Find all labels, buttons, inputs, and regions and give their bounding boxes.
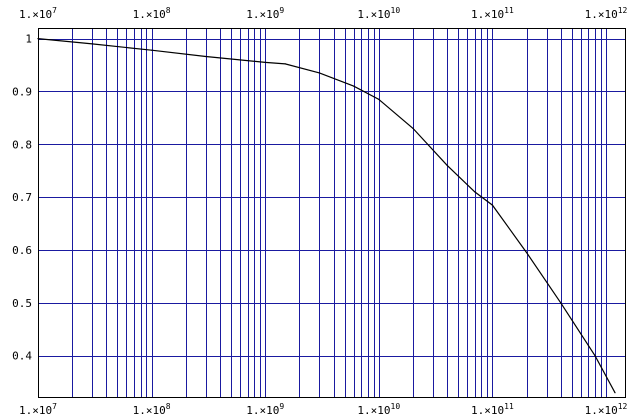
x-tick-label-top: 1.×1012 xyxy=(585,6,628,21)
x-tick-label-bottom: 1.×1011 xyxy=(471,402,514,417)
x-tick-label-bottom: 1.×1010 xyxy=(357,402,400,417)
plot-frame xyxy=(38,28,626,398)
y-tick-label: 0.9 xyxy=(12,85,32,98)
data-point xyxy=(474,191,476,193)
data-point xyxy=(37,38,39,40)
data-point xyxy=(378,98,380,100)
data-point xyxy=(284,63,286,65)
x-tick-label-bottom: 1.×1012 xyxy=(585,402,628,417)
y-tick-label: 0.8 xyxy=(12,138,32,151)
data-point xyxy=(318,72,320,74)
data-point xyxy=(353,85,355,87)
x-tick-label-top: 1.×1010 xyxy=(357,6,400,21)
data-point xyxy=(412,127,414,129)
data-point xyxy=(614,392,616,394)
x-tick-label-top: 1.×1011 xyxy=(471,6,514,21)
data-point xyxy=(446,164,448,166)
x-tick-label-bottom: 1.×107 xyxy=(19,402,57,417)
data-point xyxy=(560,302,562,304)
y-tick-label: 0.7 xyxy=(12,191,32,204)
x-tick-label-bottom: 1.×109 xyxy=(246,402,284,417)
y-tick-label: 0.6 xyxy=(12,244,32,257)
data-point xyxy=(594,355,596,357)
data-point xyxy=(151,49,153,51)
x-tick-label-bottom: 1.×108 xyxy=(133,402,171,417)
series xyxy=(37,38,616,394)
plot-border xyxy=(38,28,626,398)
data-point xyxy=(264,61,266,64)
tick-labels: 1.×107 1.×107 1.×108 1.×108 1.×109 1.×109 1.×1… xyxy=(12,6,627,417)
data-point xyxy=(526,252,528,254)
x-tick-label-top: 1.×109 xyxy=(246,6,284,21)
data-point xyxy=(491,204,493,206)
data-point xyxy=(205,55,207,58)
x-tick-label-top: 1.×107 xyxy=(19,6,57,21)
x-tick-label-top: 1.×108 xyxy=(133,6,171,21)
grid xyxy=(38,28,626,398)
y-tick-label: 0.4 xyxy=(12,350,32,363)
y-tick-label: 0.5 xyxy=(12,297,32,310)
y-tick-label: 1 xyxy=(25,33,32,46)
data-point xyxy=(91,43,93,45)
